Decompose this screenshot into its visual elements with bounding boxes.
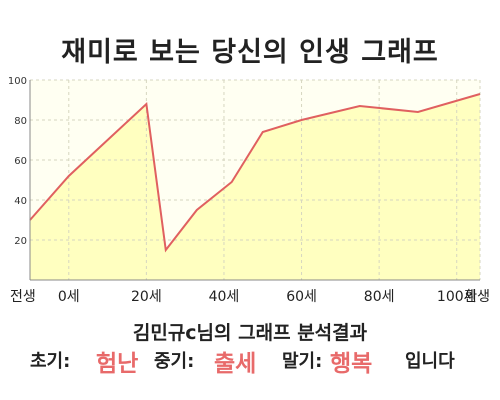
late-value: 행복 xyxy=(330,351,373,377)
mid-value: 출세 xyxy=(214,351,257,377)
series-line xyxy=(29,93,481,253)
analysis-heading: 김민규c님의 그래프 분석결과 xyxy=(132,322,368,344)
y-tick-label: 20 xyxy=(14,236,27,247)
ending-text: 입니다 xyxy=(405,351,455,372)
x-tick-label: 전생 xyxy=(10,289,36,305)
early-value: 험난 xyxy=(96,351,139,377)
page-title: 재미로 보는 당신의 인생 그래프 xyxy=(61,37,439,68)
y-tick-label: 60 xyxy=(14,156,27,167)
y-tick-label: 100 xyxy=(8,76,27,87)
y-tick-label: 80 xyxy=(14,116,27,127)
x-tick-label: 40세 xyxy=(209,289,240,305)
x-tick-label: 100세 xyxy=(437,289,477,305)
late-label: 말기: xyxy=(282,351,323,372)
area-fill xyxy=(30,94,480,280)
early-label: 초기: xyxy=(30,351,71,372)
x-tick-label: 60세 xyxy=(286,289,317,305)
x-tick-label: 환생 xyxy=(464,289,490,305)
x-tick-label: 80세 xyxy=(364,289,395,305)
y-tick-label: 40 xyxy=(14,196,27,207)
x-tick-label: 0세 xyxy=(58,289,80,305)
x-tick-label: 20세 xyxy=(131,289,162,305)
mid-label: 중기: xyxy=(154,351,195,372)
